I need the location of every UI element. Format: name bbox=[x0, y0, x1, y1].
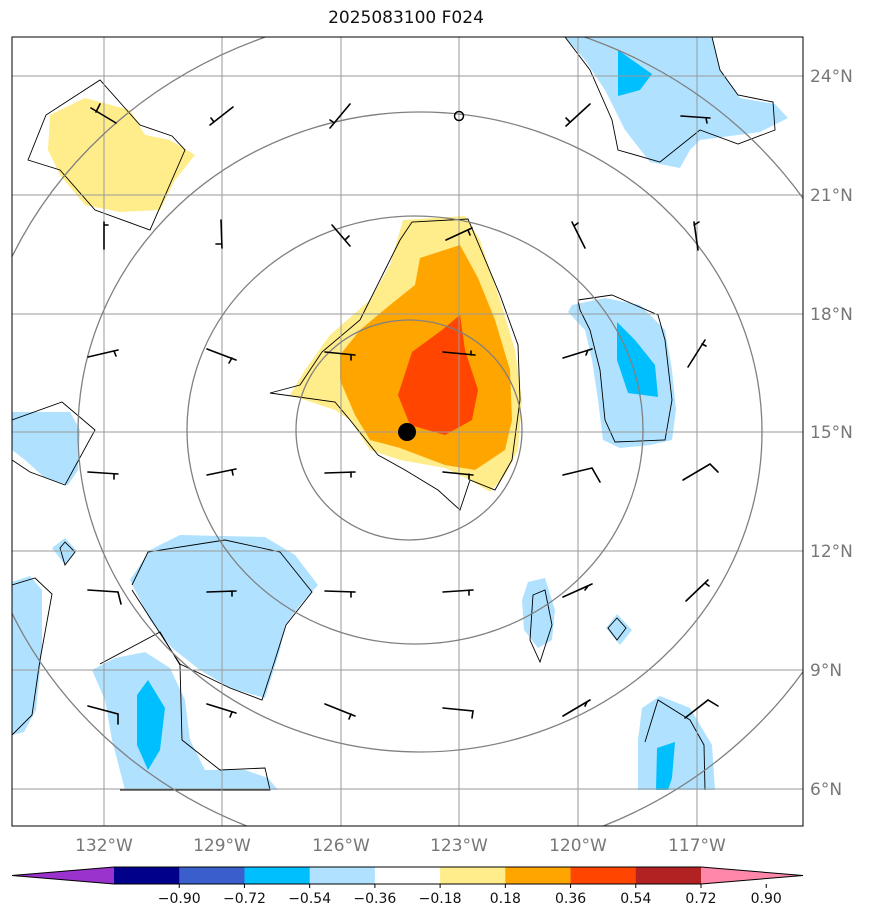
colorbar-swatch bbox=[309, 867, 376, 884]
shaded-fields bbox=[12, 37, 788, 790]
negative-anomaly-central-sw bbox=[130, 535, 318, 698]
lat-label: 21°N bbox=[810, 186, 853, 206]
colorbar-swatch bbox=[114, 867, 180, 884]
negative-anomaly-south-core bbox=[137, 680, 165, 770]
thin-contours bbox=[12, 37, 776, 791]
colorbar-outline bbox=[11, 866, 804, 885]
lon-label: 126°W bbox=[312, 836, 370, 856]
latitude-labels: 24°N 21°N 18°N 15°N 12°N 9°N 6°N bbox=[810, 67, 853, 800]
longitude-labels: 132°W 129°W 126°W 123°W 120°W 117°W bbox=[75, 836, 726, 856]
colorbar-tick-label: −0.90 bbox=[158, 891, 201, 907]
colorbar-extend-low bbox=[12, 867, 114, 884]
map-title: 2025083100 F024 bbox=[328, 8, 484, 28]
colorbar-tick-label: 0.18 bbox=[490, 891, 521, 907]
negative-anomaly-sw-edge bbox=[12, 576, 42, 735]
colorbar-swatch bbox=[179, 867, 245, 884]
lat-label: 24°N bbox=[810, 67, 853, 87]
storm-center-marker bbox=[398, 423, 416, 441]
colorbar-tick-label: −0.18 bbox=[419, 891, 462, 907]
lon-label: 117°W bbox=[668, 836, 726, 856]
colorbar-tick-label: 0.90 bbox=[751, 891, 782, 907]
lat-label: 15°N bbox=[810, 423, 853, 443]
lat-label: 18°N bbox=[810, 305, 853, 325]
range-rings bbox=[12, 37, 803, 826]
lon-label: 123°W bbox=[430, 836, 488, 856]
negative-anomaly-ne-core bbox=[618, 50, 652, 96]
colorbar-tick-label: −0.36 bbox=[353, 891, 396, 907]
map-frame bbox=[11, 36, 804, 827]
colorbar-swatch bbox=[635, 867, 702, 884]
lat-label: 12°N bbox=[810, 542, 853, 562]
positive-anomaly-nw bbox=[48, 98, 195, 212]
calm-wind-marker bbox=[453, 110, 465, 122]
colorbar-tick-label: 0.54 bbox=[620, 891, 651, 907]
colorbar-extend-high bbox=[701, 867, 803, 884]
negative-anomaly-south bbox=[92, 652, 278, 790]
positive-anomaly-core bbox=[398, 315, 478, 435]
colorbar-swatch bbox=[244, 867, 311, 884]
colorbar-swatch bbox=[374, 867, 441, 884]
negative-anomaly-east-core bbox=[617, 322, 658, 397]
wind-barbs bbox=[87, 103, 719, 725]
lon-label: 129°W bbox=[193, 836, 251, 856]
colorbar: −0.90 −0.72 −0.54 −0.36 −0.18 0.18 0.36 0.54 0.7… bbox=[11, 866, 804, 907]
colorbar-tick-label: −0.72 bbox=[223, 891, 266, 907]
colorbar-tick-label: −0.54 bbox=[288, 891, 331, 907]
lon-label: 120°W bbox=[549, 836, 607, 856]
colorbar-swatch bbox=[570, 867, 637, 884]
negative-anomaly-small-2 bbox=[606, 614, 632, 645]
negative-anomaly-se-core bbox=[656, 742, 675, 790]
negative-anomaly-west bbox=[12, 412, 80, 485]
lat-label: 9°N bbox=[810, 661, 842, 681]
graticule bbox=[12, 37, 803, 826]
lon-label: 132°W bbox=[75, 836, 133, 856]
colorbar-swatch bbox=[505, 867, 572, 884]
colorbar-tick-label: 0.72 bbox=[685, 891, 716, 907]
lat-label: 6°N bbox=[810, 780, 842, 800]
colorbar-tick-label: 0.36 bbox=[555, 891, 586, 907]
colorbar-swatch bbox=[440, 867, 506, 884]
map-area bbox=[12, 37, 803, 826]
negative-anomaly-se bbox=[638, 696, 715, 790]
